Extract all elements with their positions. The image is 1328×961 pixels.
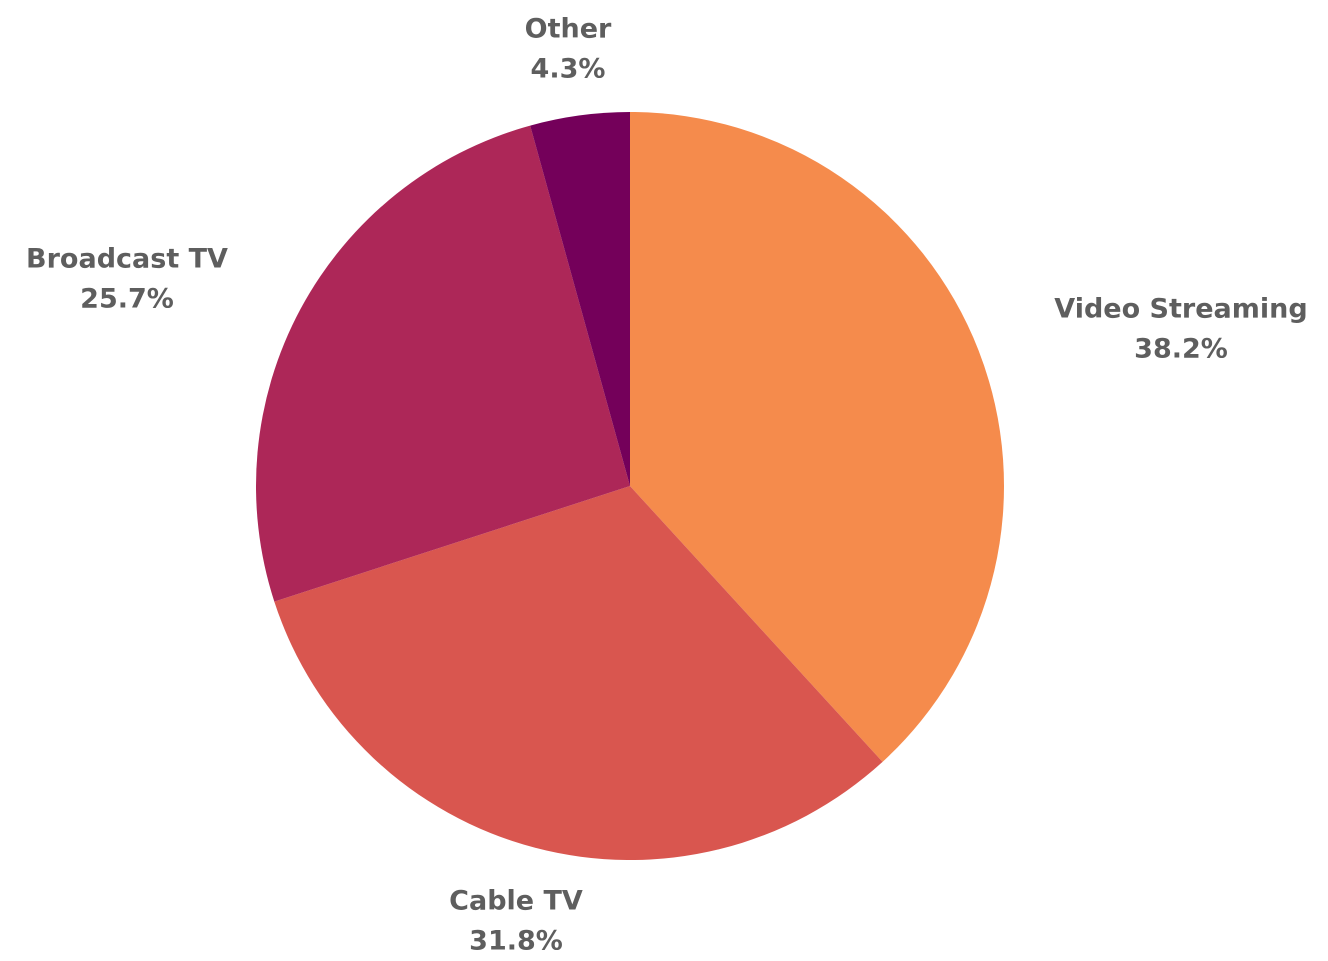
- pie-labels: Video Streaming 38.2% Cable TV 31.8% Broadca…: [26, 14, 1308, 957]
- slice-label: Cable TV: [449, 886, 583, 917]
- pie-slice-other: [530, 112, 630, 486]
- slice-value-label: 31.8%: [469, 926, 563, 957]
- pie-slice-broadcast-tv: [256, 125, 630, 602]
- pie-slice-video-streaming: [630, 112, 1005, 762]
- slice-value-label: 4.3%: [531, 54, 606, 85]
- slice-label: Broadcast TV: [26, 244, 228, 275]
- slice-value-label: 25.7%: [80, 284, 174, 315]
- slice-value-label: 38.2%: [1134, 334, 1228, 365]
- pie-slices: [256, 112, 1005, 860]
- pie-slice-cable-tv: [274, 486, 883, 860]
- slice-label: Video Streaming: [1054, 294, 1307, 325]
- slice-label: Other: [525, 14, 612, 45]
